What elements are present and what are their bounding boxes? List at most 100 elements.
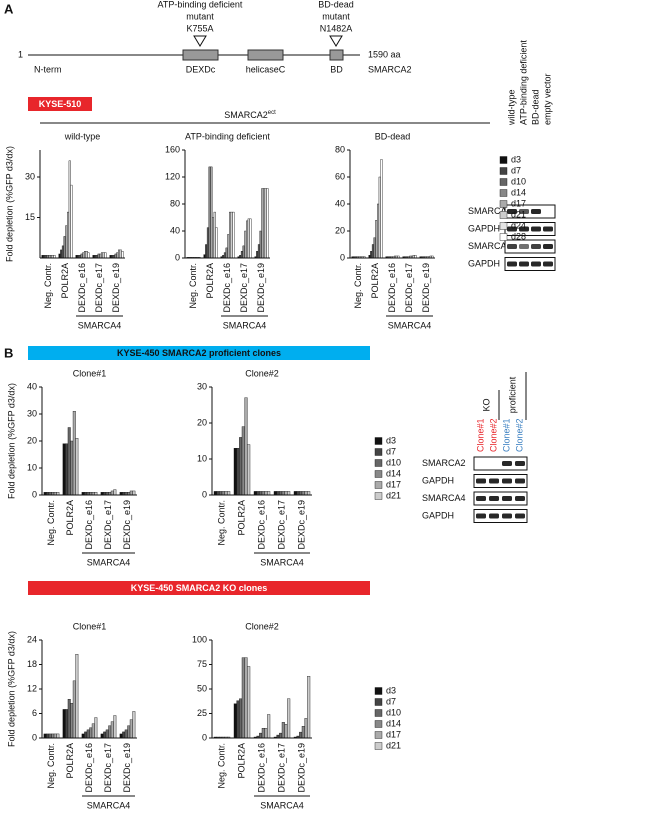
bar <box>261 491 265 496</box>
bar <box>129 490 133 496</box>
blot-band <box>507 261 517 267</box>
blot-band <box>519 209 529 214</box>
bar <box>304 491 308 496</box>
bar <box>85 251 88 259</box>
legend-swatch <box>374 459 383 467</box>
blot-band <box>519 244 529 249</box>
bar <box>114 253 117 259</box>
x-tick-label: DEXDc_e17 <box>239 263 249 313</box>
bar <box>304 718 308 739</box>
blot-band <box>502 496 512 501</box>
bar <box>263 188 266 259</box>
bar <box>89 727 93 739</box>
x-tick-label: DEXDc_e17 <box>103 743 113 793</box>
legend-label: d3 <box>386 435 396 445</box>
domain-label: helicaseC <box>246 64 286 74</box>
category-group-label: SMARCA4 <box>87 557 131 567</box>
bar <box>378 176 381 259</box>
panel-label: B <box>4 345 13 360</box>
blot-box <box>473 474 528 488</box>
x-tick-label: DEXDc_e19 <box>296 743 306 793</box>
bar <box>113 489 117 496</box>
domain-label: BD <box>330 64 343 74</box>
x-tick-label: POLR2A <box>370 263 380 299</box>
bar <box>53 733 57 739</box>
blot-lane-label: Clone#2 <box>488 418 498 452</box>
bar <box>236 448 240 496</box>
y-tick-label: 30 <box>25 171 35 181</box>
x-tick-label: DEXDc_e17 <box>404 263 414 313</box>
legend-swatch <box>499 189 508 197</box>
bar <box>284 491 288 496</box>
blot-lane-label: ATP-binding deficient <box>518 40 528 125</box>
bar <box>61 245 64 259</box>
x-tick-label: DEXDc_e17 <box>94 263 104 313</box>
chart-title: Clone#2 <box>245 368 279 378</box>
category-group-label: SMARCA4 <box>223 320 267 330</box>
bar <box>373 237 376 259</box>
bar <box>259 491 263 496</box>
mutation-site: K755A <box>186 23 213 33</box>
bar <box>110 721 114 739</box>
blot-band <box>531 226 541 232</box>
blot-row-label: GAPDH <box>468 258 500 268</box>
bar <box>60 249 63 259</box>
legend-label: d10 <box>511 176 526 186</box>
legend-label: d3 <box>511 154 521 164</box>
bar <box>66 211 70 259</box>
bar <box>46 733 50 739</box>
legend-swatch <box>374 687 383 695</box>
bar <box>82 252 85 259</box>
y-tick-label: 0 <box>32 732 37 742</box>
y-tick-label: 60 <box>335 171 345 181</box>
bar <box>264 728 268 739</box>
y-tick-label: 160 <box>165 144 180 154</box>
bar <box>129 719 133 739</box>
bar <box>70 703 74 739</box>
bar <box>97 253 100 259</box>
y-axis-label: Fold depletion (%GFP d3/dx) <box>4 146 14 262</box>
bar <box>256 251 259 259</box>
y-tick-label: 80 <box>170 198 180 208</box>
bar <box>116 252 119 259</box>
x-tick-label: Neg. Contr. <box>46 743 56 789</box>
bar <box>375 219 378 259</box>
blot-band <box>515 461 525 466</box>
legend-label: d14 <box>386 468 401 478</box>
chart-title: ATP-binding deficient <box>185 131 270 141</box>
blot-row-label: GAPDH <box>422 475 454 485</box>
bar <box>215 227 218 259</box>
blot-row-label: SMARCA2 <box>468 206 512 216</box>
y-tick-label: 10 <box>27 462 37 472</box>
blot-band <box>502 513 512 519</box>
bar <box>267 714 271 739</box>
legend-swatch <box>374 470 383 478</box>
legend-label: d10 <box>386 707 401 717</box>
legend-label: d14 <box>386 718 401 728</box>
blot-band <box>507 209 517 214</box>
category-group-label: SMARCA4 <box>260 800 304 810</box>
blot-band <box>489 496 499 501</box>
x-tick-label: DEXDc_e19 <box>111 263 121 313</box>
bar <box>249 218 252 259</box>
bar <box>247 666 251 739</box>
blot-band <box>489 513 499 519</box>
bar <box>75 438 79 496</box>
diagram-start: 1 <box>18 49 23 59</box>
y-tick-label: 50 <box>197 683 207 693</box>
blot-band <box>507 244 517 249</box>
blot-box <box>473 509 528 523</box>
bar <box>241 426 245 496</box>
bar <box>65 443 69 496</box>
bar <box>261 188 264 259</box>
x-tick-label: DEXDc_e16 <box>222 263 232 313</box>
blot-band <box>531 261 541 267</box>
blot-lane-label: BD-dead <box>530 89 540 125</box>
y-tick-label: 40 <box>170 225 180 235</box>
x-tick-label: Neg. Contr. <box>216 500 226 546</box>
bar <box>127 725 131 739</box>
x-tick-label: POLR2A <box>236 743 246 779</box>
bar <box>227 234 230 259</box>
bar <box>99 253 102 259</box>
